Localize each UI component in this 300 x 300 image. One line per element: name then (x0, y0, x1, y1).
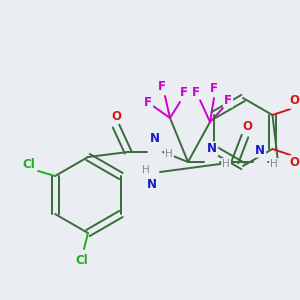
Text: F: F (180, 85, 188, 98)
Text: N: N (207, 142, 217, 155)
Text: H: H (222, 159, 230, 169)
Text: O: O (111, 110, 121, 122)
Text: F: F (224, 94, 232, 106)
Text: F: F (210, 82, 218, 94)
Text: O: O (290, 94, 299, 107)
Text: N: N (255, 143, 265, 157)
Text: O: O (242, 119, 252, 133)
Text: Cl: Cl (76, 254, 88, 268)
Text: N: N (147, 178, 157, 191)
Text: O: O (290, 157, 299, 169)
Text: F: F (158, 80, 166, 92)
Text: H: H (165, 149, 173, 159)
Text: Cl: Cl (23, 158, 35, 170)
Text: F: F (192, 85, 200, 98)
Text: H: H (142, 165, 150, 175)
Text: H: H (270, 159, 278, 169)
Text: N: N (150, 133, 160, 146)
Text: F: F (144, 95, 152, 109)
